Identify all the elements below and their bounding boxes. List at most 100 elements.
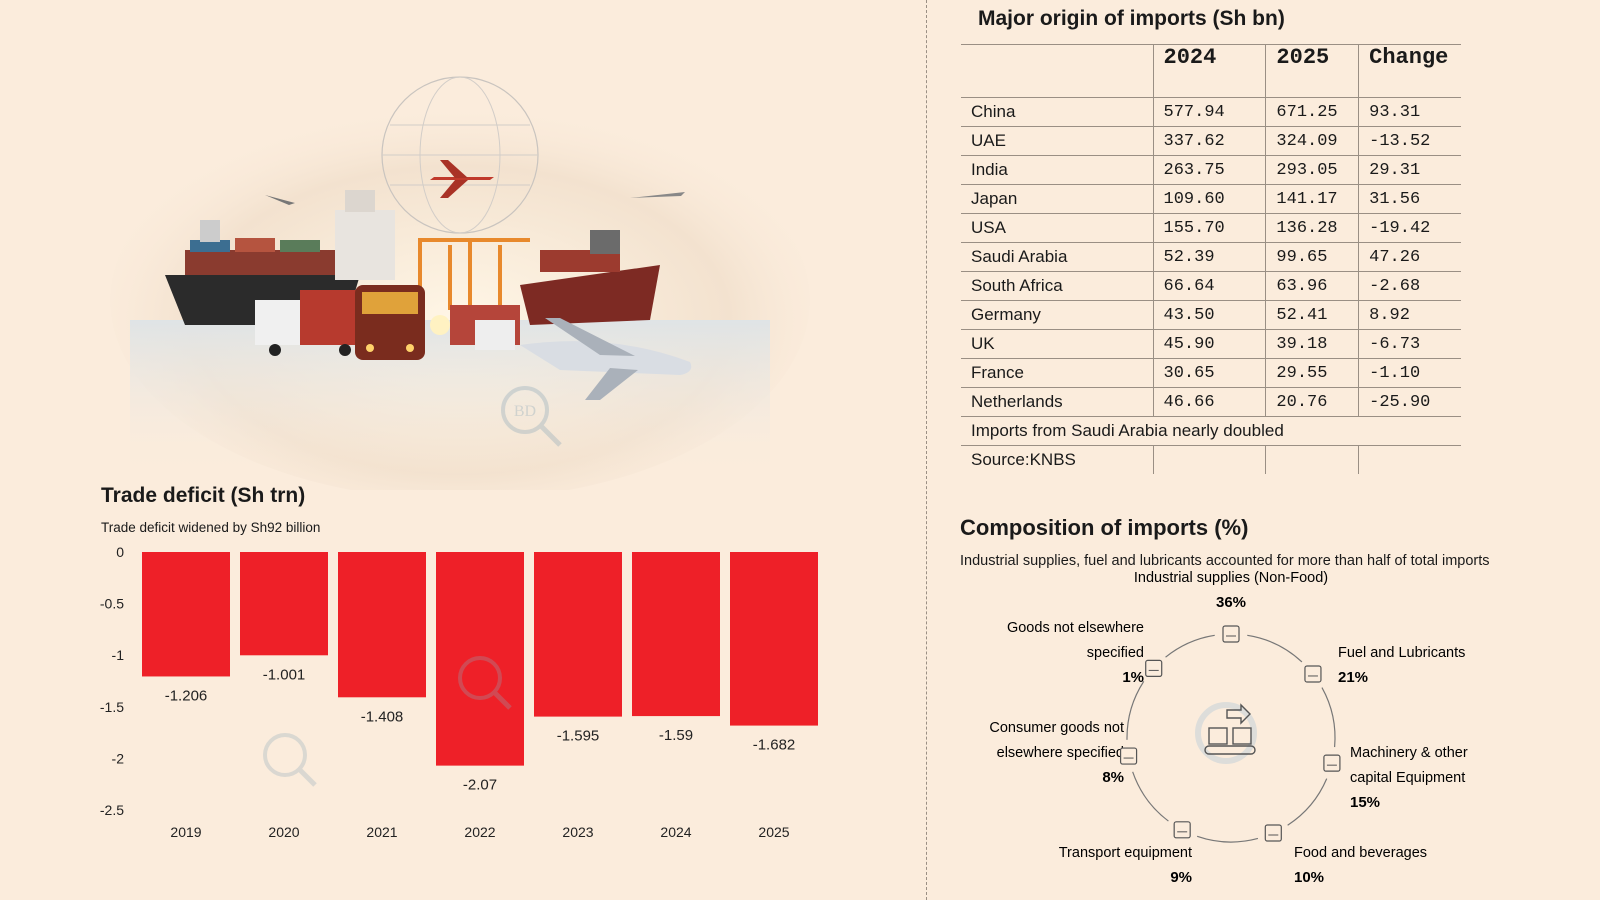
x-tick-label: 2022 <box>464 824 495 840</box>
tanker-ship-icon <box>520 230 660 325</box>
composition-pct: 1% <box>1122 669 1144 686</box>
x-tick-label: 2024 <box>660 824 691 840</box>
table-header-row: 2024 2025 Change <box>961 44 1461 98</box>
airplane-icon <box>265 195 295 205</box>
table-cell-country: South Africa <box>961 271 1154 301</box>
table-cell-country: France <box>961 358 1154 388</box>
imports-table-title: Major origin of imports (Sh bn) <box>978 7 1285 30</box>
composition-label: elsewhere specified <box>997 745 1124 761</box>
composition-pct: 9% <box>1170 869 1192 886</box>
table-cell-2024: 45.90 <box>1152 329 1266 359</box>
composition-label: specified <box>1087 645 1144 661</box>
composition-label: capital Equipment <box>1350 770 1465 786</box>
table-cell-country: Saudi Arabia <box>961 242 1154 272</box>
light-flare <box>430 315 450 335</box>
table-cell-change: 8.92 <box>1358 300 1461 330</box>
bar-2022 <box>436 552 524 766</box>
y-tick-label: -0.5 <box>100 596 124 612</box>
wheel-arc <box>1196 835 1259 843</box>
table-cell-2024: 30.65 <box>1152 358 1266 388</box>
table-cell-2024: 66.64 <box>1152 271 1266 301</box>
bd-watermark-icon: BD <box>501 386 562 447</box>
table-cell-change: -6.73 <box>1358 329 1461 359</box>
table-cell-2025: 671.25 <box>1265 97 1359 127</box>
table-cell-2025: 324.09 <box>1265 126 1359 156</box>
composition-label: Machinery & other <box>1350 745 1468 761</box>
svg-text:BD: BD <box>514 403 536 420</box>
table-row: Germany 43.50 52.41 8.92 <box>961 300 1461 330</box>
wheel-arc <box>1132 771 1169 822</box>
table-row: UK 45.90 39.18 -6.73 <box>961 329 1461 359</box>
table-cell-2025: 20.76 <box>1265 387 1359 417</box>
bar-value-label: -1.408 <box>361 708 404 725</box>
y-tick-label: -1 <box>112 647 125 663</box>
table-cell-2025: 52.41 <box>1265 300 1359 330</box>
table-cell-2025: 141.17 <box>1265 184 1359 214</box>
bar-2020 <box>240 552 328 656</box>
table-cell-2024: 263.75 <box>1152 155 1266 185</box>
wheel-arc <box>1247 634 1303 663</box>
table-cell-2024: 46.66 <box>1152 387 1266 417</box>
deficit-chart-title: Trade deficit (Sh trn) <box>101 484 306 507</box>
bd-watermark-icon <box>458 656 512 710</box>
table-cell-country: Germany <box>961 300 1154 330</box>
table-empty-cell <box>1265 445 1359 474</box>
table-cell-2024: 109.60 <box>1152 184 1266 214</box>
composition-label: Goods not elsewhere <box>1007 620 1144 636</box>
unspecified-goods-icon <box>1145 659 1163 678</box>
airplane-icon <box>630 192 685 198</box>
table-cell-2024: 577.94 <box>1152 97 1266 127</box>
table-cell-change: -2.68 <box>1358 271 1461 301</box>
bar-2023 <box>534 552 622 717</box>
train-icon <box>355 285 425 360</box>
imports-table-body: China 577.94 671.25 93.31 UAE 337.62 324.09 -13… <box>961 97 1461 474</box>
table-cell-change: 47.26 <box>1358 242 1461 272</box>
y-tick-label: -1.5 <box>100 699 124 715</box>
oil-barrel-icon <box>1304 665 1322 683</box>
composition-pct: 10% <box>1294 869 1324 886</box>
y-tick-label: -2.5 <box>100 802 124 818</box>
table-row: Saudi Arabia 52.39 99.65 47.26 <box>961 242 1461 272</box>
table-cell-2025: 63.96 <box>1265 271 1359 301</box>
composition-label: Food and beverages <box>1294 845 1427 861</box>
table-cell-2024: 337.62 <box>1152 126 1266 156</box>
table-note-row: Imports from Saudi Arabia nearly doubled <box>961 416 1461 446</box>
x-tick-label: 2019 <box>170 824 201 840</box>
imports-table: 2024 2025 Change China 577.94 671.25 93.31 U… <box>961 44 1461 474</box>
table-cell-change: 29.31 <box>1358 155 1461 185</box>
conveyor-boxes-icon <box>1195 702 1257 764</box>
factory-icon <box>1222 625 1240 643</box>
table-cell-change: -25.90 <box>1358 387 1461 417</box>
composition-item-machinery: Machinery & other capital Equipment 15% <box>1350 745 1468 811</box>
table-cell-change: -19.42 <box>1358 213 1461 243</box>
table-cell-country: UAE <box>961 126 1154 156</box>
bar-value-label: -1.595 <box>557 728 600 745</box>
composition-item-fuel: Fuel and Lubricants 21% <box>1338 645 1465 686</box>
logistics-illustration: BD <box>110 76 810 490</box>
airliner-icon <box>520 318 692 400</box>
table-cell-country: Netherlands <box>961 387 1154 417</box>
x-tick-label: 2023 <box>562 824 593 840</box>
composition-item-industrial: Industrial supplies (Non-Food) 36% <box>1134 570 1328 611</box>
table-row: UAE 337.62 324.09 -13.52 <box>961 126 1461 156</box>
airplane-icon <box>430 160 494 198</box>
table-cell-country: Japan <box>961 184 1154 214</box>
composition-label: Consumer goods not <box>989 720 1124 736</box>
bar-value-label: -1.206 <box>165 687 208 704</box>
table-cell-2024: 155.70 <box>1152 213 1266 243</box>
table-row: USA 155.70 136.28 -19.42 <box>961 213 1461 243</box>
wheel-arc <box>1321 687 1336 748</box>
bar-2025 <box>730 552 818 726</box>
table-empty-cell <box>1152 445 1266 474</box>
table-cell-2024: 43.50 <box>1152 300 1266 330</box>
table-empty-cell <box>1358 445 1461 474</box>
table-cell-2025: 293.05 <box>1265 155 1359 185</box>
composition-pct: 36% <box>1216 594 1246 611</box>
table-cell-change: 93.31 <box>1358 97 1461 127</box>
illustration-ground <box>130 320 770 480</box>
composition-label: Industrial supplies (Non-Food) <box>1134 570 1328 586</box>
machinery-icon <box>1323 754 1341 772</box>
table-source-row: Source:KNBS <box>961 445 1461 474</box>
table-header-2025: 2025 <box>1265 44 1359 98</box>
y-tick-label: -2 <box>112 750 125 766</box>
